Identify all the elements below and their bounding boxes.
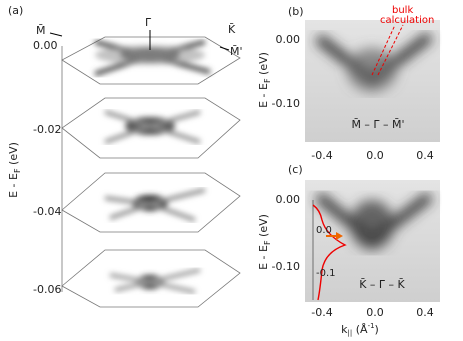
bulk-calculation <box>371 24 404 76</box>
level-label: -0.02 <box>33 123 61 136</box>
intensity <box>314 32 434 92</box>
level-label: -0.04 <box>33 205 61 218</box>
y-tick-label: 0.00 <box>276 193 301 206</box>
panel-b: (b) bulk calculation 0.00 -0.10 -0.4 0.0… <box>257 5 440 162</box>
axis-label: E - EF (eV) <box>257 214 272 270</box>
panel-label: (b) <box>288 5 304 18</box>
x-tick-label: -0.4 <box>311 306 332 319</box>
point-label: K̄ <box>228 23 236 36</box>
point-label: M̄' <box>230 45 243 58</box>
cut-label: M̄ – Γ̄ – M̄' <box>351 118 404 131</box>
annotation: calculation <box>380 15 434 26</box>
axis-label: E - EF (eV) <box>7 142 22 198</box>
point-label: Γ̄ <box>145 16 152 29</box>
y-tick-label: 0.00 <box>276 33 301 46</box>
x-tick-label: 0.4 <box>416 149 434 162</box>
point-label: M̄ <box>36 24 46 37</box>
axis-label-sub: F <box>263 78 272 83</box>
axis-label: E - EF (eV) <box>257 52 272 108</box>
cut-label: K̄ – Γ̄ – K̄ <box>359 278 405 291</box>
axis-label-sub: F <box>13 168 22 173</box>
level-label: -0.06 <box>33 283 61 296</box>
x-tick-label: -0.4 <box>311 149 332 162</box>
slice <box>61 36 241 85</box>
panel-a: (a) E - EF (eV) 0.00 -0.02 -0.04 -0.06 M… <box>7 4 243 308</box>
inset-tick-label: 0.0 <box>316 225 332 236</box>
axis-label-unit: (eV) <box>257 52 270 78</box>
inset-tick-label: -0.1 <box>316 268 336 279</box>
y-tick-label: -0.10 <box>272 260 300 273</box>
pointer <box>49 32 63 37</box>
intensity <box>94 39 211 77</box>
x-tick-label: 0.0 <box>366 306 384 319</box>
axis-label-sub: F <box>263 240 272 245</box>
arrow-head <box>336 232 343 240</box>
panel-label: (c) <box>288 163 303 176</box>
x-label-close: ) <box>375 323 379 336</box>
axis-label-unit: (eV) <box>7 142 20 168</box>
axis-label-unit: (eV) <box>257 214 270 240</box>
x-tick-label: 0.4 <box>416 306 434 319</box>
edc-curve <box>312 204 347 301</box>
pointer <box>219 46 230 51</box>
annotation: bulk <box>392 5 413 16</box>
x-label-sub: || <box>348 329 353 337</box>
slice <box>61 97 241 159</box>
slice <box>61 249 241 308</box>
axis-label-main: E - E <box>257 245 270 270</box>
x-label-sup: -1 <box>368 322 375 330</box>
x-tick-label: 0.0 <box>366 149 384 162</box>
x-label-unit: (Å <box>352 323 368 336</box>
x-label-main: k <box>341 323 348 336</box>
axis-label-main: E - E <box>7 173 20 198</box>
y-tick-label: -0.10 <box>272 97 300 110</box>
panel-label: (a) <box>8 4 23 17</box>
axis-label-main: E - E <box>257 83 270 108</box>
slice <box>61 172 241 233</box>
panel-c: (c) 0.0 -0.1 0.00 -0.10 -0.4 0.0 0.4 K̄ … <box>257 163 440 337</box>
level-label: 0.00 <box>33 39 58 52</box>
intensity <box>314 192 434 250</box>
x-axis-label: k|| (Å-1) <box>341 322 379 337</box>
